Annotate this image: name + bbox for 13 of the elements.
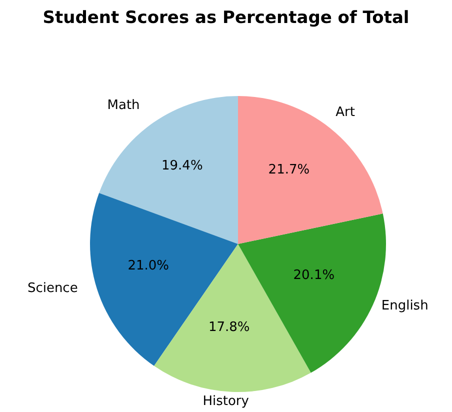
data-label: 21.0% (128, 258, 170, 274)
slice-label: History (202, 394, 250, 410)
slice-label: Science (27, 280, 78, 296)
data-label: 19.4% (162, 158, 203, 174)
data-label: 17.8% (208, 320, 250, 336)
pie-slice (238, 96, 383, 244)
slice-label: Math (107, 98, 140, 114)
pie-slice (99, 96, 238, 244)
chart-title: Student Scores as Percentage of Total (42, 8, 410, 30)
slice-label: English (381, 298, 428, 314)
data-label: 21.7% (268, 162, 310, 178)
data-label: 20.1% (293, 268, 335, 284)
slice-label: Art (336, 105, 355, 120)
